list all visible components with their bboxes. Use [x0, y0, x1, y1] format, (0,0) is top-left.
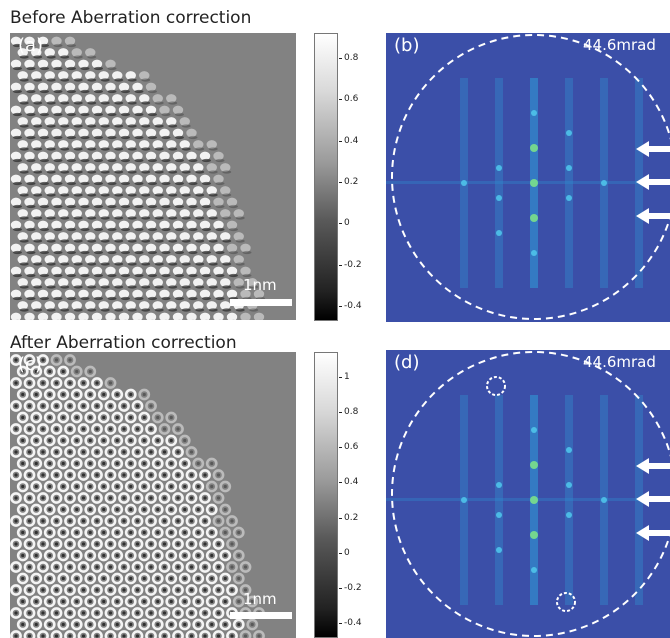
colorbar-top	[314, 33, 338, 321]
scale-bar	[230, 299, 292, 306]
colorbar-tick-label: -0.2	[339, 259, 362, 270]
colorbar-tick-label: 0.6	[338, 442, 359, 453]
colorbar-tick-label: 1	[339, 372, 350, 382]
colorbar-tick-label: 0.4	[338, 135, 359, 146]
colorbar-bottom	[314, 352, 338, 638]
panel-c-label: (c)	[18, 354, 42, 375]
scale-bar-label: 1nm	[243, 590, 277, 608]
panel-a-hrtem-image: (a) 1nm	[10, 33, 296, 320]
colorbar-tick-label: -0.4	[339, 301, 362, 311]
colorbar-tick-label: 0.2	[338, 177, 359, 187]
colorbar-tick-label: 0.8	[338, 53, 359, 63]
panel-b-label: (b)	[394, 35, 420, 56]
colorbar-tick-label: -0.4	[339, 618, 362, 628]
colorbar-tick-label: 0.2	[338, 512, 359, 523]
panel-d-label: (d)	[394, 352, 420, 373]
aperture-label-d: 44.6mrad	[583, 353, 656, 371]
colorbar-tick-label: 0.6	[338, 94, 359, 105]
scale-bar	[230, 612, 292, 619]
colorbar-tick-label: 0	[339, 218, 350, 229]
title-before-correction: Before Aberration correction	[10, 8, 252, 28]
panel-a-label: (a)	[18, 35, 44, 56]
aperture-label-b: 44.6mrad	[583, 36, 656, 54]
colorbar-tick-label: 0.8	[338, 407, 359, 418]
panel-c-hrtem-image: (c) 1nm	[10, 352, 296, 638]
scale-bar-label: 1nm	[243, 276, 277, 294]
colorbar-tick-label: 0	[339, 547, 350, 558]
colorbar-tick-label: -0.2	[339, 582, 362, 593]
title-after-correction: After Aberration correction	[10, 333, 237, 353]
colorbar-tick-label: 0.4	[338, 477, 359, 488]
panel-d-fft: (d) 44.6mrad	[386, 350, 670, 638]
panel-b-fft: (b) 44.6mrad	[386, 33, 670, 322]
